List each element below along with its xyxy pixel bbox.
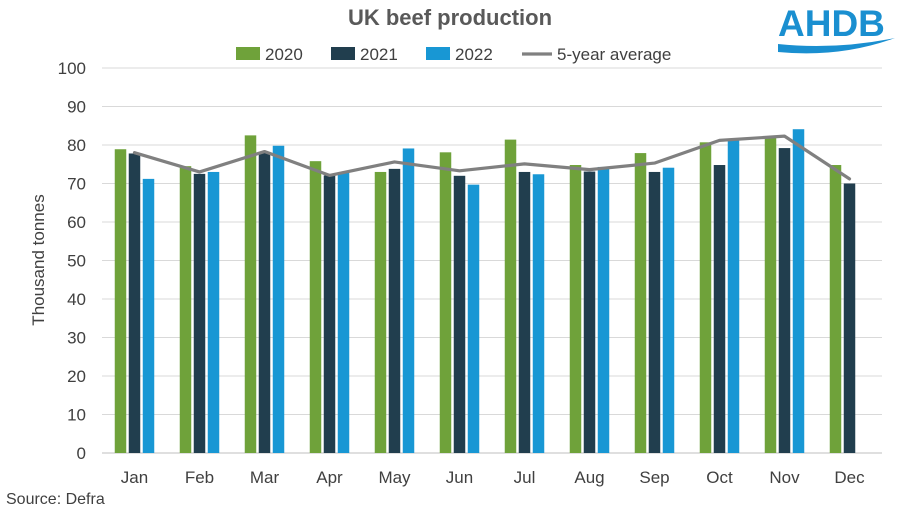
- x-tick-label: Feb: [185, 468, 214, 487]
- bar-2021-oct: [713, 165, 726, 453]
- x-tick-label: Jul: [514, 468, 536, 487]
- legend-swatch-2021: [331, 47, 355, 60]
- legend-label: 2022: [455, 45, 493, 64]
- bar-2022-jun: [467, 184, 480, 453]
- bar-2021-may: [388, 168, 401, 453]
- y-tick-label: 40: [67, 290, 86, 309]
- y-tick-label: 100: [58, 59, 86, 78]
- source-note: Source: Defra: [6, 491, 105, 508]
- y-tick-label: 0: [77, 444, 86, 463]
- y-tick-label: 80: [67, 136, 86, 155]
- bar-2021-aug: [583, 171, 596, 453]
- legend-label: 2021: [360, 45, 398, 64]
- x-tick-label: Mar: [250, 468, 280, 487]
- bar-2020-mar: [244, 135, 257, 453]
- bar-2020-jan: [114, 149, 127, 454]
- ahdb-logo: AHDB: [778, 3, 895, 54]
- line-5-year-average: [132, 134, 852, 181]
- y-tick-label: 70: [67, 175, 86, 194]
- y-tick-label: 10: [67, 406, 86, 425]
- bar-2022-nov: [792, 129, 805, 453]
- y-tick-label: 20: [67, 367, 86, 386]
- bar-2022-jul: [532, 174, 545, 453]
- x-tick-label: Aug: [574, 468, 604, 487]
- bar-2020-oct: [699, 142, 712, 453]
- x-tick-label: Apr: [316, 468, 343, 487]
- logo-swoosh-icon: [778, 38, 895, 54]
- legend-swatch-2020: [236, 47, 260, 60]
- bar-2022-oct: [727, 139, 740, 453]
- x-tick-label: May: [378, 468, 411, 487]
- x-axis-ticks: Jan Feb Mar Apr May Jun Jul Aug Sep Oct Nov Dec: [121, 468, 865, 487]
- x-tick-label: Oct: [706, 468, 733, 487]
- bar-2020-may: [374, 171, 387, 453]
- bar-2020-nov: [764, 137, 777, 454]
- bar-2021-mar: [258, 151, 271, 453]
- bar-2020-aug: [569, 165, 582, 453]
- y-tick-label: 50: [67, 252, 86, 271]
- bar-2022-may: [402, 148, 415, 453]
- bar-2021-sep: [648, 171, 661, 453]
- bar-2021-jan: [128, 153, 141, 453]
- y-tick-label: 30: [67, 329, 86, 348]
- bar-2021-dec: [843, 183, 856, 453]
- bar-2022-feb: [207, 171, 220, 453]
- x-tick-label: Jan: [121, 468, 148, 487]
- bar-2021-jul: [518, 171, 531, 453]
- bar-2022-aug: [597, 166, 610, 453]
- bar-2021-jun: [453, 175, 466, 454]
- x-tick-label: Dec: [834, 468, 865, 487]
- legend: 2020 2021 2022 5-year average: [236, 45, 671, 64]
- y-tick-label: 60: [67, 213, 86, 232]
- y-axis-label: Thousand tonnes: [29, 194, 48, 325]
- bar-2022-mar: [272, 145, 285, 453]
- logo-text: AHDB: [778, 3, 885, 44]
- bars: [114, 129, 856, 454]
- y-axis-ticks: 0 10 20 30 40 50 60 70 80 90 100: [58, 59, 86, 463]
- bar-2020-jul: [504, 139, 517, 454]
- bar-2022-jan: [142, 178, 155, 453]
- legend-label: 5-year average: [557, 45, 671, 64]
- bar-2022-apr: [337, 172, 350, 453]
- x-tick-label: Nov: [769, 468, 800, 487]
- bar-2021-apr: [323, 175, 336, 454]
- x-tick-label: Sep: [639, 468, 669, 487]
- bar-2020-feb: [179, 166, 192, 454]
- y-tick-label: 90: [67, 98, 86, 117]
- legend-label: 2020: [265, 45, 303, 64]
- bar-2020-dec: [829, 165, 842, 453]
- bar-2020-sep: [634, 153, 647, 453]
- average-line-layer: [132, 134, 852, 181]
- bar-2020-apr: [309, 161, 322, 454]
- chart-title: UK beef production: [348, 5, 552, 30]
- bar-2020-jun: [439, 152, 452, 453]
- x-tick-label: Jun: [446, 468, 473, 487]
- bar-2022-sep: [662, 167, 675, 453]
- bar-2021-feb: [193, 173, 206, 453]
- gridlines: [102, 67, 882, 454]
- bar-2021-nov: [778, 148, 791, 453]
- legend-swatch-2022: [426, 47, 450, 60]
